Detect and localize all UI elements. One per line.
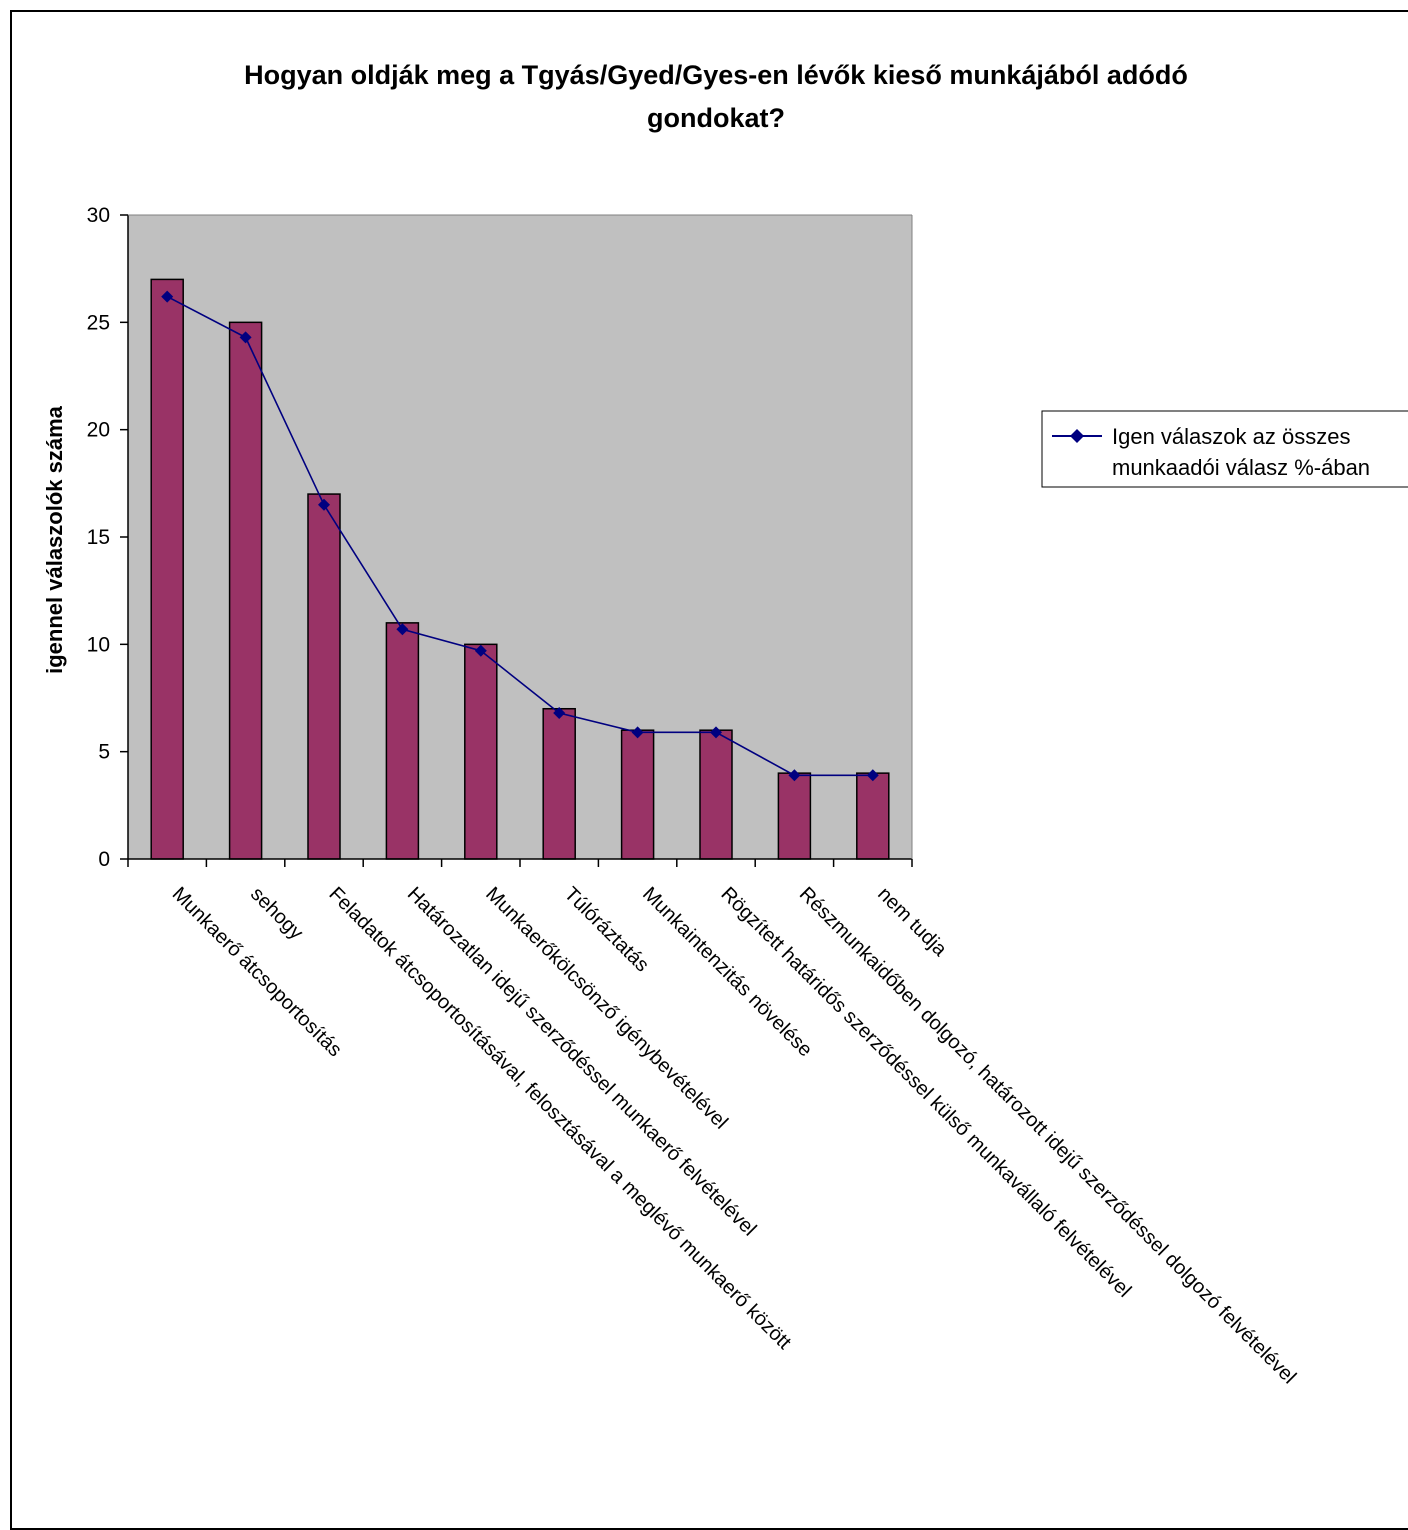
bar [777,772,812,860]
legend-box [1041,410,1408,488]
y-tick-label: 0 [98,848,110,871]
bar [150,278,184,860]
line-marker [161,290,174,303]
line-marker [553,707,566,720]
line-marker [631,726,644,739]
legend-marker-diamond [1070,429,1084,443]
line-marker [474,644,487,657]
bar [542,707,576,860]
y-tick-label: 30 [87,204,110,227]
line-marker [788,769,801,782]
chart-title: Hogyan oldják meg a Tgyás/Gyed/Gyes-en l… [244,60,1188,133]
y-tick-label: 15 [87,526,110,549]
y-axis-ticks: 0 5 10 15 20 25 30 [87,204,128,871]
chart-title-line-2: gondokat? [647,103,785,133]
x-category-label: Munkaintenzitás növelése [638,883,816,1061]
line-series [161,290,879,782]
chart-title-line-1: Hogyan oldják meg a Tgyás/Gyed/Gyes-en l… [244,60,1188,90]
x-category-label: Részmunkaidőben dolgozó, határozott idej… [795,883,1300,1388]
y-tick-label: 25 [87,311,110,334]
line-marker [396,623,409,636]
bar-series [150,278,890,860]
series-line [166,295,873,777]
line-marker [866,769,879,782]
x-category-label: Munkaerő átcsoportosítás [168,883,346,1061]
line-marker [239,331,252,344]
y-tick-label: 5 [98,741,110,764]
y-axis-label: igennel válaszolók száma [42,405,67,674]
y-tick-label: 10 [87,633,110,656]
bar [228,321,263,860]
legend: Igen válaszok az összes munkaadói válasz… [1041,410,1408,488]
bar [307,493,341,860]
x-category-label: sehogy [246,883,307,944]
line-marker [710,726,722,739]
bar [620,729,655,860]
y-tick-label: 20 [87,419,110,442]
bar [699,729,733,860]
bar [385,622,420,860]
legend-label-line-1: Igen válaszok az összes [1112,424,1350,449]
x-category-label: nem tudja [873,883,951,961]
bar [856,772,890,860]
legend-label-line-2: munkaadói válasz %-ában [1112,455,1370,480]
line-marker [318,498,330,511]
bar [464,643,498,860]
